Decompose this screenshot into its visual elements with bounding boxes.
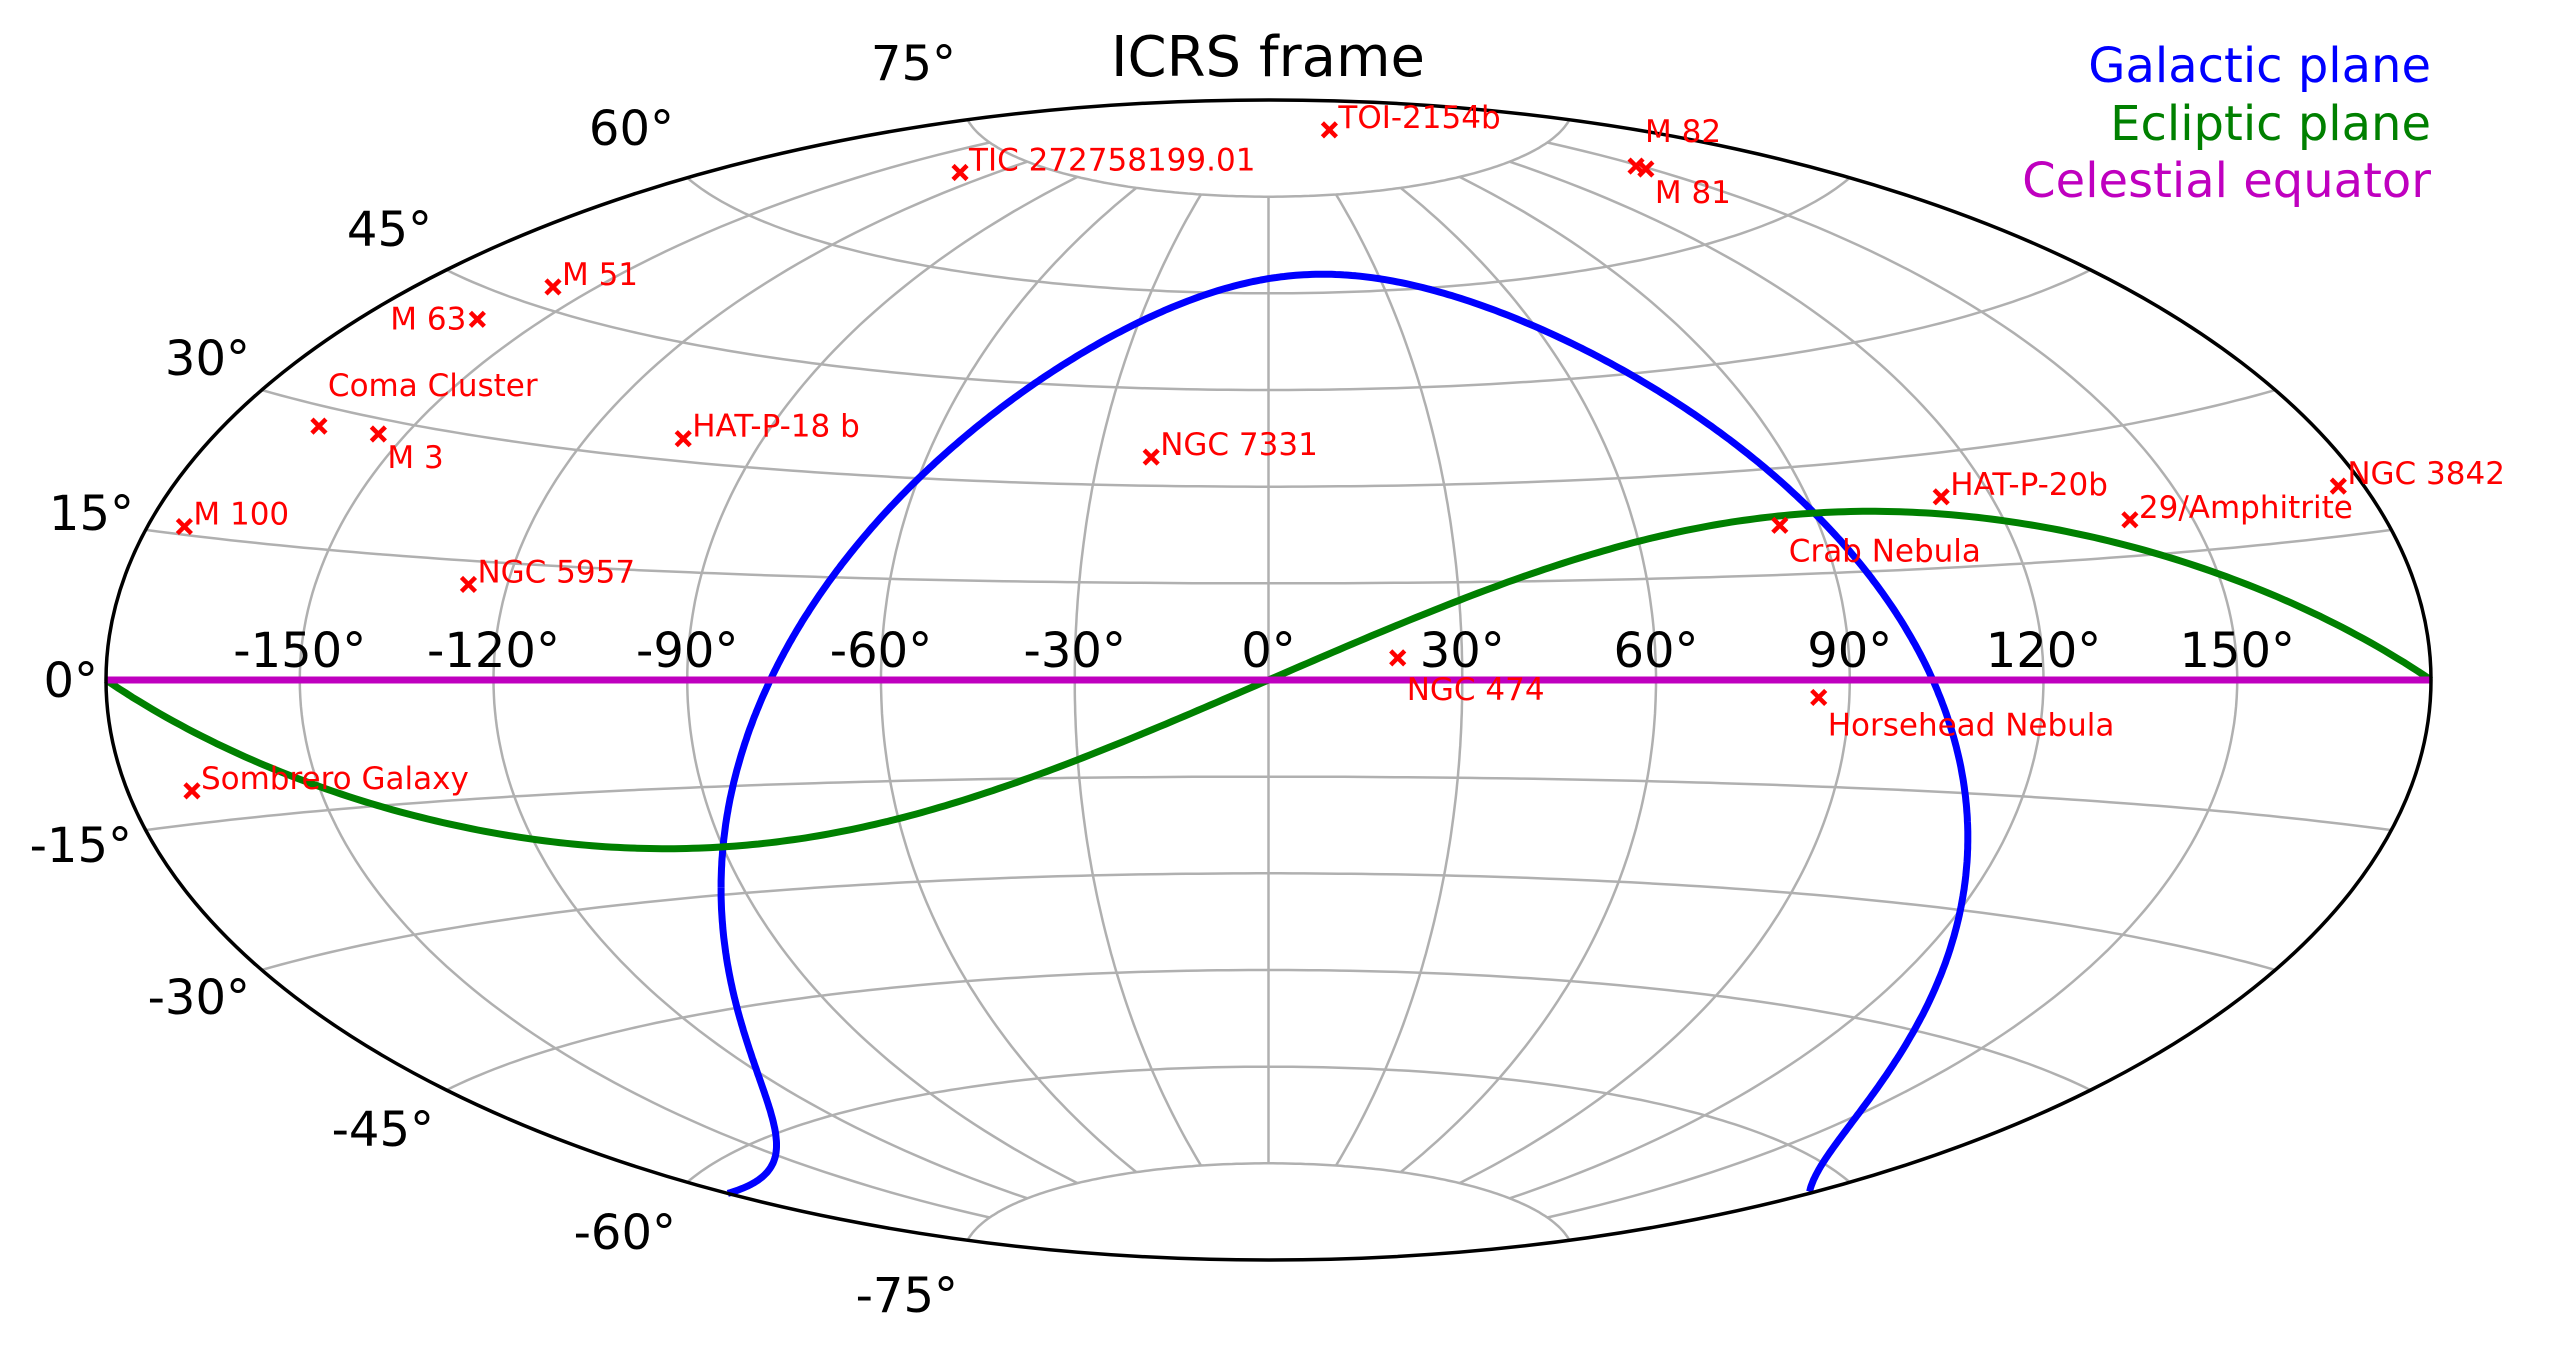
marker-coma-cluster: Coma Cluster xyxy=(310,368,538,435)
x-tick-label: -120° xyxy=(427,623,560,679)
y-tick-label: -60° xyxy=(574,1205,676,1261)
marker-ngc-474: NGC 474 xyxy=(1389,649,1545,708)
y-tick-label: -30° xyxy=(148,970,250,1026)
x-tick-label: -90° xyxy=(636,623,738,679)
marker-m-81: M 81 xyxy=(1637,160,1731,211)
y-tick-label: 75° xyxy=(871,36,956,92)
marker-label: Coma Cluster xyxy=(328,368,538,404)
marker-label: Horsehead Nebula xyxy=(1828,707,2115,743)
marker-label: Sombrero Galaxy xyxy=(201,761,469,797)
x-marker-icon xyxy=(1637,160,1655,178)
marker-label: NGC 7331 xyxy=(1160,427,1318,463)
marker-m-51: M 51 xyxy=(544,257,638,296)
marker-label: Crab Nebula xyxy=(1789,533,1981,569)
marker-m-3: M 3 xyxy=(369,425,444,476)
x-marker-icon xyxy=(1320,121,1338,139)
x-tick-label: -150° xyxy=(233,623,366,679)
y-tick-label: -75° xyxy=(856,1268,958,1324)
marker-horsehead-nebula: Horsehead Nebula xyxy=(1810,688,2115,743)
y-tick-label: 15° xyxy=(49,486,134,542)
x-tick-label: -60° xyxy=(830,623,932,679)
marker-hat-p-18-b: HAT-P-18 b xyxy=(674,409,860,448)
y-tick-label: 60° xyxy=(589,101,674,157)
marker-label: M 63 xyxy=(390,301,466,337)
y-tick-label: 30° xyxy=(165,331,250,387)
galactic-plane-line xyxy=(717,886,780,1197)
x-marker-icon xyxy=(674,430,692,448)
x-marker-icon xyxy=(1810,688,1828,707)
marker-label: M 82 xyxy=(1645,114,1721,150)
marker-sombrero-galaxy: Sombrero Galaxy xyxy=(183,761,469,800)
marker-label: M 3 xyxy=(387,440,443,476)
y-tick-label: 45° xyxy=(347,202,432,258)
chart-title: ICRS frame xyxy=(1111,25,1425,90)
legend: Galactic plane Ecliptic plane Celestial … xyxy=(2022,38,2431,209)
x-tick-label: 120° xyxy=(1986,623,2102,679)
y-tick-label: 0° xyxy=(43,653,98,709)
marker-hat-p-20b: HAT-P-20b xyxy=(1932,467,2108,506)
x-marker-icon xyxy=(310,417,328,435)
tick-labels: -150° -120° -90° -60° -30° 0° 30° 60° 90° 120° 150… xyxy=(30,36,2295,1324)
x-marker-icon xyxy=(2329,477,2347,495)
y-tick-label: -45° xyxy=(332,1102,434,1158)
x-tick-label: 30° xyxy=(1420,623,1505,679)
marker-crab-nebula: Crab Nebula xyxy=(1771,516,1981,569)
marker-label: TOI-2154b xyxy=(1337,100,1500,136)
x-marker-icon xyxy=(369,425,387,443)
x-tick-label: -30° xyxy=(1024,623,1126,679)
x-marker-icon xyxy=(544,278,562,296)
x-marker-icon xyxy=(2121,511,2139,529)
x-marker-icon xyxy=(1389,649,1407,667)
x-marker-icon xyxy=(951,163,969,182)
x-tick-label: 90° xyxy=(1807,623,1892,679)
marker-label: M 100 xyxy=(193,497,289,533)
marker-m-100: M 100 xyxy=(175,497,289,536)
marker-label: M 81 xyxy=(1655,175,1731,211)
marker-label: M 51 xyxy=(562,257,638,293)
marker-ngc-3842: NGC 3842 xyxy=(2329,456,2505,495)
marker-label: NGC 474 xyxy=(1407,672,1545,708)
x-marker-icon xyxy=(459,575,478,594)
marker-label: HAT-P-18 b xyxy=(692,409,860,445)
marker-label: NGC 3842 xyxy=(2347,456,2505,492)
reference-curves xyxy=(104,270,2433,1197)
x-tick-label: 60° xyxy=(1613,623,1698,679)
y-tick-label: -15° xyxy=(30,818,132,874)
marker-ngc-7331: NGC 7331 xyxy=(1142,427,1318,466)
x-marker-icon xyxy=(468,310,486,328)
x-tick-label: 150° xyxy=(2179,623,2295,679)
legend-celestial-equator: Celestial equator xyxy=(2022,153,2431,209)
marker-label: 29/Amphitrite xyxy=(2139,490,2353,526)
markers: TOI-2154b TIC 272758199.01 M 82 M 81 M 51 M 6… xyxy=(175,100,2505,800)
x-marker-icon xyxy=(183,782,201,800)
x-marker-icon xyxy=(1932,488,1950,506)
legend-galactic-plane: Galactic plane xyxy=(2088,38,2431,94)
marker-29-amphitrite: 29/Amphitrite xyxy=(2121,490,2353,529)
marker-ngc-5957: NGC 5957 xyxy=(459,554,635,594)
marker-m-82: M 82 xyxy=(1627,114,1721,175)
marker-label: HAT-P-20b xyxy=(1950,467,2108,503)
x-marker-icon xyxy=(1771,516,1789,534)
marker-tic-272758199-01: TIC 272758199.01 xyxy=(951,142,1255,182)
marker-label: TIC 272758199.01 xyxy=(968,142,1255,178)
marker-toi-2154b: TOI-2154b xyxy=(1320,100,1501,139)
plot-boundary xyxy=(104,98,2433,1262)
x-marker-icon xyxy=(175,517,193,536)
galactic-plane-line xyxy=(717,270,1972,1194)
x-marker-icon xyxy=(1142,448,1160,466)
legend-ecliptic-plane: Ecliptic plane xyxy=(2110,96,2431,152)
x-tick-label: 0° xyxy=(1241,623,1296,679)
marker-m-63: M 63 xyxy=(390,301,486,337)
marker-label: NGC 5957 xyxy=(477,554,635,590)
